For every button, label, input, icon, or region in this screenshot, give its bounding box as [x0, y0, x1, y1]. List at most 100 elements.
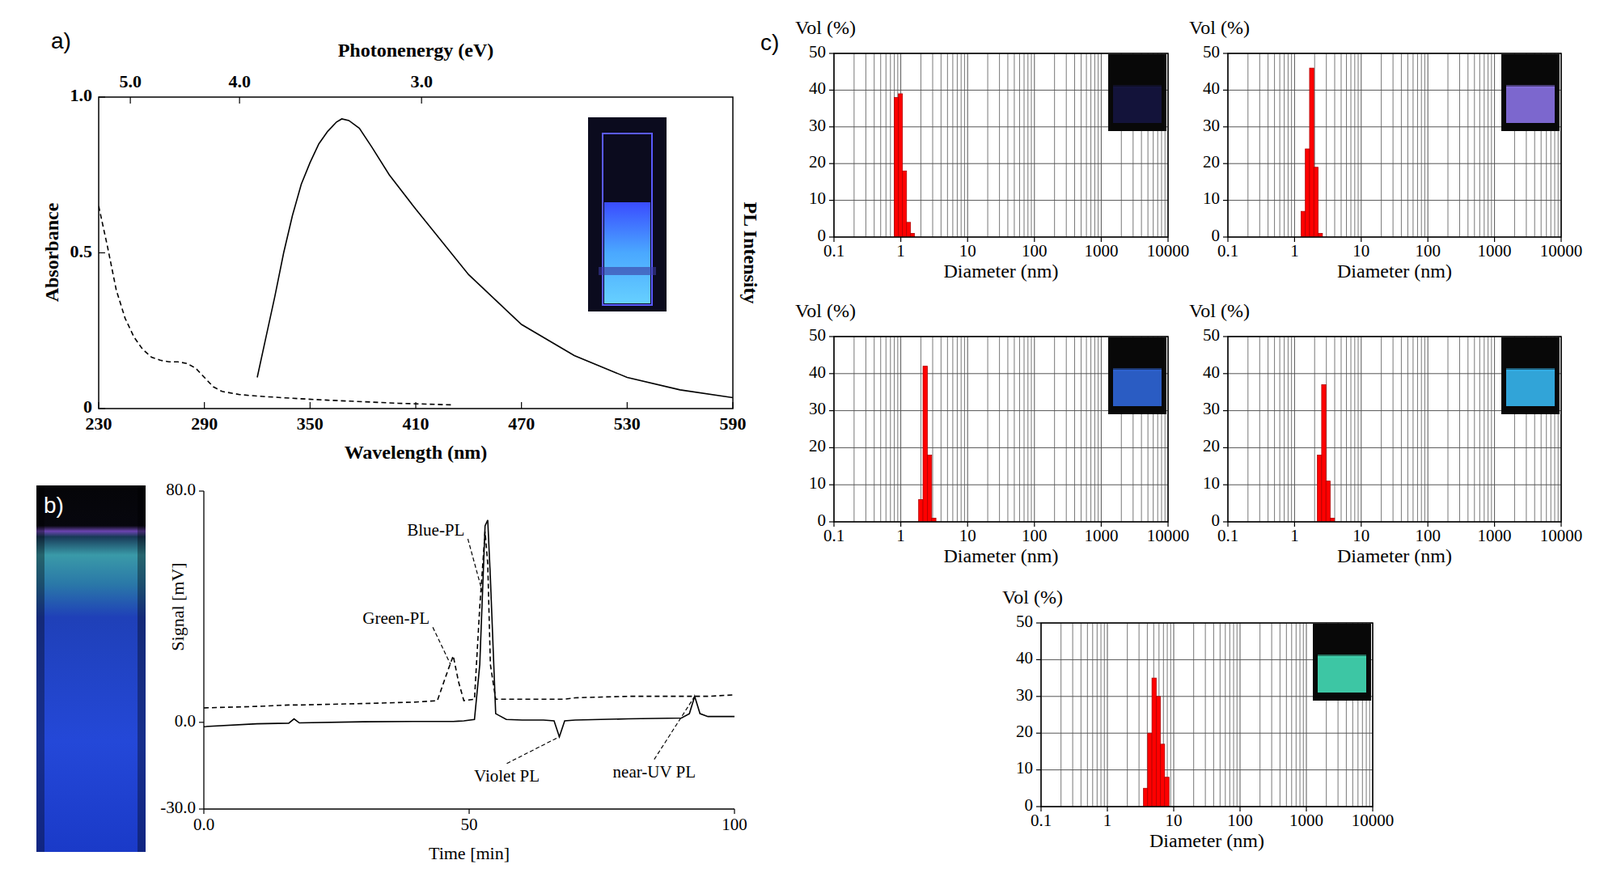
grid-line-minor: [1097, 53, 1099, 238]
axis-title: Diameter (nm): [943, 545, 1059, 567]
cuvette-holder: [598, 266, 657, 276]
tick: [520, 402, 522, 409]
tick-label: 30: [808, 115, 826, 136]
bar: [1143, 787, 1148, 807]
axis-title: Vol (%): [1189, 300, 1250, 322]
grid-line-minor: [1229, 622, 1231, 807]
grid-line-minor: [1490, 336, 1492, 522]
tick-label: 290: [190, 413, 218, 434]
bar: [898, 93, 903, 238]
grid-line: [833, 447, 1169, 449]
grid-line-minor: [1027, 53, 1029, 238]
grid-line-minor: [865, 53, 867, 238]
grid-line: [1227, 447, 1562, 449]
plot-data: [894, 93, 915, 238]
grid-line-minor: [1447, 336, 1449, 522]
axis-title: Vol (%): [795, 16, 856, 39]
tick-label: 350: [296, 413, 324, 434]
tick-label: 1: [896, 241, 906, 261]
grid-line-minor: [1325, 53, 1327, 238]
grid-line-minor: [1170, 622, 1172, 807]
bar: [926, 455, 932, 522]
tick-label: 10: [808, 188, 826, 208]
grid-line-minor: [1019, 336, 1021, 522]
tick-label: 0: [817, 225, 827, 246]
column: [36, 485, 146, 852]
frame: [1227, 53, 1562, 238]
grid-line-minor: [1346, 53, 1347, 238]
grid-line-minor: [1027, 336, 1029, 522]
grid-line-minor: [1080, 622, 1082, 807]
chart: 0.111010010001000001020304050Diameter (n…: [795, 300, 1190, 567]
grid-line: [1294, 53, 1296, 238]
grid-line-minor: [897, 336, 898, 522]
tick: [1223, 163, 1228, 165]
grid-line: [1227, 484, 1562, 486]
grid-line: [1294, 336, 1296, 522]
grid-line-minor: [1291, 336, 1292, 522]
annotation: Green-PL: [362, 608, 430, 628]
grid-line-minor: [1334, 53, 1336, 238]
grid-line: [1227, 163, 1562, 165]
photo-inset: [1108, 54, 1167, 132]
grid-line: [967, 336, 969, 522]
grid-line-minor: [1350, 336, 1352, 522]
grid-line-minor: [1407, 336, 1409, 522]
grid-line: [833, 484, 1169, 486]
grid-line-minor: [1412, 53, 1414, 238]
chart: 0.111010010001000001020304050Diameter (n…: [1002, 586, 1394, 851]
tick-label: 0.1: [823, 241, 845, 261]
grid-line-minor: [1205, 622, 1207, 807]
bar: [1164, 777, 1169, 807]
grid-line-minor: [1447, 53, 1449, 238]
tick-label: 1000: [1083, 525, 1118, 546]
photo-inset: [1108, 337, 1167, 415]
tick: [203, 402, 205, 409]
tick-label: 470: [507, 413, 535, 434]
grid-line-minor: [1013, 336, 1015, 522]
grid-line-minor: [1053, 53, 1055, 238]
grid-line-minor: [1392, 336, 1394, 522]
grid-line-minor: [873, 53, 875, 238]
frame: [1227, 336, 1562, 522]
tick-label: 20: [1015, 721, 1033, 741]
tick: [468, 808, 470, 814]
grid-line-minor: [1424, 53, 1426, 238]
grid-line-minor: [1358, 53, 1359, 238]
grid-line-minor: [1459, 53, 1461, 238]
grid: [1227, 53, 1562, 238]
tick-label: 40: [1202, 78, 1220, 98]
tick-label: 100: [1414, 241, 1441, 261]
grid-line-minor: [873, 336, 875, 522]
photo-inset: [1501, 337, 1560, 415]
grid-line-minor: [1354, 53, 1355, 238]
photo-bg: [1501, 337, 1560, 415]
bar: [922, 366, 927, 522]
grid-line-minor: [1380, 53, 1382, 238]
tick-label: 3.0: [410, 71, 433, 92]
grid-line-minor: [853, 336, 855, 522]
grid-line: [1360, 53, 1362, 238]
grid-line-minor: [940, 53, 942, 238]
tick-label: 40: [1202, 362, 1220, 382]
tick-label: 30: [1202, 115, 1220, 136]
grid-line: [1306, 622, 1308, 807]
plot-data: [918, 366, 936, 522]
tick: [1223, 126, 1228, 127]
tick: [1223, 410, 1228, 411]
grid-line-minor: [1031, 53, 1033, 238]
grid-line-minor: [998, 336, 1000, 522]
tick: [1223, 447, 1228, 449]
bar: [1160, 744, 1165, 807]
tick-label: 80.0: [165, 479, 196, 500]
axis-title: Photonenergy (eV): [338, 39, 495, 61]
chart: 0.111010010001000001020304050Diameter (n…: [1189, 16, 1583, 282]
grid-line-minor: [1097, 336, 1099, 522]
plot-data: [1317, 385, 1335, 522]
tick-label: 0.1: [1217, 241, 1239, 261]
tick: [829, 199, 834, 201]
tick-label: 590: [719, 413, 747, 434]
grid-line-minor: [1417, 336, 1418, 522]
cuvette-top: [1506, 84, 1555, 89]
grid-line-minor: [1007, 336, 1008, 522]
